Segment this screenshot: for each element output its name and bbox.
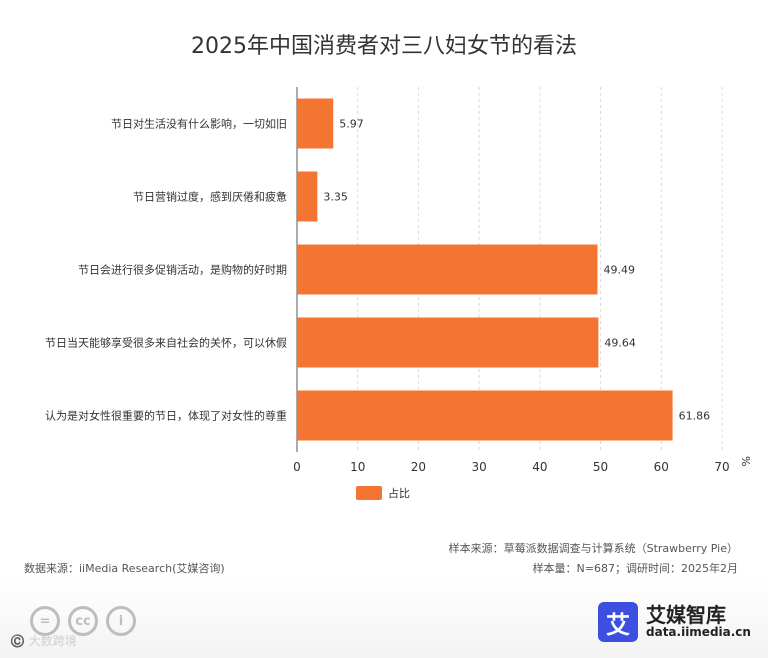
sample-source: 样本来源：草莓派数据调查与计算系统（Strawberry Pie） <box>448 542 738 555</box>
bar <box>297 390 673 441</box>
category-label: 节日营销过度，感到厌倦和疲惫 <box>133 190 287 204</box>
x-tick-label: 20 <box>411 460 426 474</box>
x-tick-label: 50 <box>593 460 608 474</box>
legend-label: 占比 <box>388 486 410 500</box>
bar <box>297 244 598 295</box>
category-label: 节日当天能够享受很多来自社会的关怀，可以休假 <box>45 336 287 350</box>
cc-icon: cc <box>68 606 98 636</box>
attribution-icon: i <box>106 606 136 636</box>
x-tick-label: 60 <box>654 460 669 474</box>
x-unit-label: % <box>739 456 752 466</box>
x-tick-label: 30 <box>472 460 487 474</box>
category-label: 认为是对女性很重要的节日，体现了对女性的尊重 <box>45 409 287 423</box>
chart-title: 2025年中国消费者对三八妇女节的看法 <box>191 34 577 59</box>
data-label: 5.97 <box>339 118 364 131</box>
logo-url: data.iimedia.cn <box>646 625 751 640</box>
data-label: 3.35 <box>323 191 348 204</box>
data-label: 49.49 <box>603 264 635 277</box>
category-label: 节日会进行很多促销活动，是购物的好时期 <box>78 263 287 277</box>
category-label: 节日对生活没有什么影响，一切如旧 <box>111 117 287 131</box>
legend-swatch <box>356 486 382 500</box>
x-tick-label: 70 <box>714 460 729 474</box>
sample-info: 样本量：N=687；调研时间：2025年2月 <box>532 562 738 575</box>
x-tick-label: 0 <box>293 460 301 474</box>
license-icons: = cc i <box>30 606 136 636</box>
brand-logo: 艾 艾媒智库 data.iimedia.cn <box>598 602 751 642</box>
logo-mark: 艾 <box>598 602 638 642</box>
bar-chart: 0 10 20 30 40 50 60 70 % 5.97 节日对生活没有什么影响，一切如旧 3.35… <box>45 87 752 500</box>
bar <box>297 317 599 368</box>
watermark: ©️ 大数跨境 <box>10 634 77 648</box>
x-tick-label: 40 <box>532 460 547 474</box>
data-label: 49.64 <box>604 337 636 350</box>
bar <box>297 98 334 149</box>
data-label: 61.86 <box>679 410 711 423</box>
logo-name: 艾媒智库 <box>646 603 726 628</box>
bar <box>297 171 318 222</box>
x-tick-label: 10 <box>350 460 365 474</box>
nd-icon: = <box>30 606 60 636</box>
data-source: 数据来源：iiMedia Research(艾媒咨询) <box>24 562 225 575</box>
